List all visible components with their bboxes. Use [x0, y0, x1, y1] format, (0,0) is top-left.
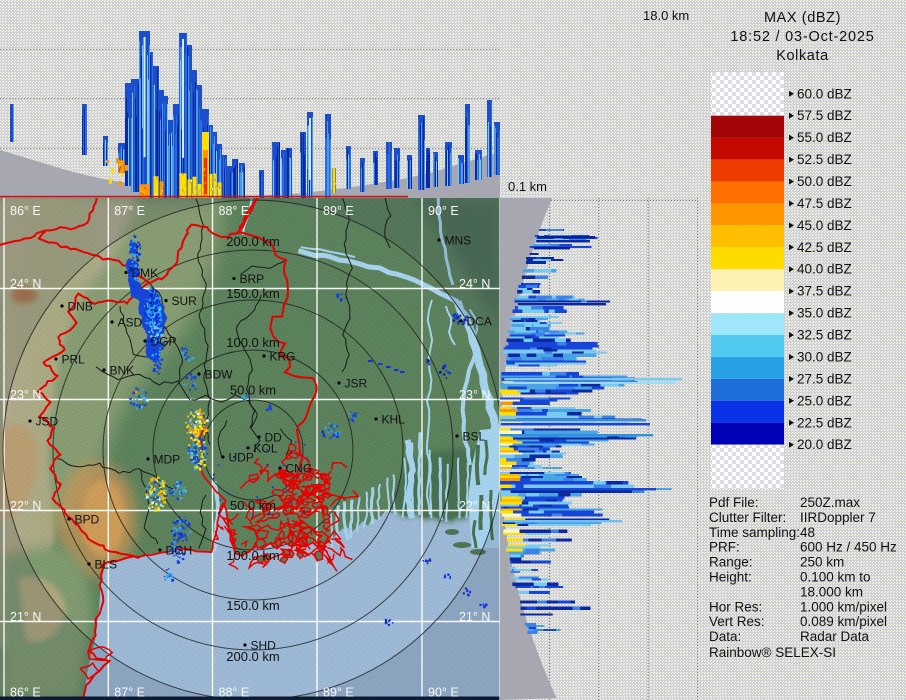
svg-text:200.0 km: 200.0 km [226, 649, 279, 664]
svg-text:BLS: BLS [95, 558, 118, 572]
svg-text:MAX (dBZ): MAX (dBZ) [764, 10, 841, 26]
svg-text:42.5 dBZ: 42.5 dBZ [797, 240, 852, 255]
svg-text:88° E: 88° E [219, 204, 250, 218]
svg-text:DGP: DGP [151, 335, 177, 349]
svg-text:SUR: SUR [172, 294, 198, 308]
svg-text:47.5 dBZ: 47.5 dBZ [797, 196, 852, 211]
svg-text:24° N: 24° N [10, 277, 41, 291]
svg-text:KHL: KHL [382, 413, 406, 427]
svg-text:21° N: 21° N [10, 610, 41, 624]
svg-text:Rainbow® SELEX-SI: Rainbow® SELEX-SI [709, 645, 836, 660]
svg-text:27.5 dBZ: 27.5 dBZ [797, 371, 852, 386]
svg-text:Data:: Data: [709, 629, 741, 644]
svg-text:30.0 dBZ: 30.0 dBZ [797, 350, 852, 365]
svg-text:DCA: DCA [467, 315, 492, 329]
svg-text:JSR: JSR [345, 377, 368, 391]
svg-text:48: 48 [800, 525, 815, 540]
svg-text:BNK: BNK [110, 364, 135, 378]
svg-text:37.5 dBZ: 37.5 dBZ [797, 284, 852, 299]
svg-text:86° E: 86° E [10, 204, 41, 218]
svg-text:57.5 dBZ: 57.5 dBZ [797, 108, 852, 123]
svg-text:50.0 dBZ: 50.0 dBZ [797, 174, 852, 189]
svg-text:PRF:: PRF: [709, 540, 740, 555]
svg-text:KOL: KOL [254, 442, 278, 456]
svg-text:Clutter Filter:: Clutter Filter: [709, 510, 786, 525]
svg-text:25.0 dBZ: 25.0 dBZ [797, 393, 852, 408]
svg-text:21° N: 21° N [459, 610, 490, 624]
svg-text:50.0 km: 50.0 km [230, 383, 276, 398]
svg-text:BPD: BPD [75, 513, 100, 527]
svg-text:87° E: 87° E [114, 204, 145, 218]
svg-text:MNS: MNS [445, 234, 472, 248]
svg-text:DD: DD [265, 431, 283, 445]
svg-text:40.0 dBZ: 40.0 dBZ [797, 262, 852, 277]
svg-text:18:52 / 03-Oct-2025: 18:52 / 03-Oct-2025 [730, 29, 874, 45]
svg-text:BSL: BSL [463, 430, 486, 444]
svg-text:DNB: DNB [68, 300, 93, 314]
svg-text:0.100 km to: 0.100 km to [800, 570, 871, 585]
svg-text:Height:: Height: [709, 570, 752, 585]
svg-text:0.089 km/pixel: 0.089 km/pixel [800, 614, 887, 629]
svg-text:Time sampling:: Time sampling: [709, 525, 800, 540]
svg-text:0.1 km: 0.1 km [508, 179, 547, 194]
svg-text:PRL: PRL [62, 353, 86, 367]
svg-text:150.0 km: 150.0 km [226, 598, 279, 613]
svg-text:87° E: 87° E [114, 686, 145, 700]
svg-text:18.000 km: 18.000 km [800, 584, 863, 599]
svg-text:JSD: JSD [36, 415, 59, 429]
svg-text:89° E: 89° E [323, 204, 354, 218]
svg-text:UDP: UDP [229, 451, 254, 465]
svg-text:KRG: KRG [270, 350, 296, 364]
svg-text:32.5 dBZ: 32.5 dBZ [797, 328, 852, 343]
svg-text:23° N: 23° N [459, 388, 490, 402]
svg-text:Hor Res:: Hor Res: [709, 599, 762, 614]
svg-text:Radar Data: Radar Data [800, 629, 870, 644]
svg-text:89° E: 89° E [323, 686, 354, 700]
svg-text:DMK: DMK [132, 266, 159, 280]
svg-text:100.0 km: 100.0 km [226, 548, 279, 563]
svg-text:52.5 dBZ: 52.5 dBZ [797, 152, 852, 167]
svg-text:50.0 km: 50.0 km [230, 498, 276, 513]
svg-text:45.0 dBZ: 45.0 dBZ [797, 218, 852, 233]
svg-text:200.0 km: 200.0 km [226, 234, 279, 249]
svg-text:35.0 dBZ: 35.0 dBZ [797, 306, 852, 321]
svg-text:100.0 km: 100.0 km [226, 335, 279, 350]
svg-text:55.0 dBZ: 55.0 dBZ [797, 130, 852, 145]
svg-text:86° E: 86° E [10, 686, 41, 700]
svg-text:CNG: CNG [286, 462, 313, 476]
svg-text:IIRDoppler 7: IIRDoppler 7 [800, 510, 876, 525]
svg-text:Pdf File:: Pdf File: [709, 495, 759, 510]
svg-text:1.000 km/pixel: 1.000 km/pixel [800, 599, 887, 614]
svg-text:90° E: 90° E [428, 686, 459, 700]
svg-text:22.5 dBZ: 22.5 dBZ [797, 415, 852, 430]
svg-text:22° N: 22° N [459, 499, 490, 513]
svg-text:250 km: 250 km [800, 555, 844, 570]
svg-text:60.0 dBZ: 60.0 dBZ [797, 86, 852, 101]
svg-text:250Z.max: 250Z.max [800, 495, 860, 510]
svg-text:88° E: 88° E [219, 686, 250, 700]
svg-text:MDP: MDP [154, 453, 181, 467]
svg-text:Kolkata: Kolkata [776, 48, 829, 64]
svg-text:90° E: 90° E [428, 204, 459, 218]
svg-text:18.0 km: 18.0 km [643, 8, 689, 23]
svg-text:BDW: BDW [205, 368, 234, 382]
svg-text:600 Hz / 450 Hz: 600 Hz / 450 Hz [800, 540, 897, 555]
svg-text:24° N: 24° N [459, 277, 490, 291]
svg-text:Range:: Range: [709, 555, 753, 570]
svg-text:SHD: SHD [251, 639, 277, 653]
svg-text:22° N: 22° N [10, 499, 41, 513]
svg-text:BRP: BRP [240, 272, 265, 286]
svg-text:DGH: DGH [166, 544, 193, 558]
svg-text:23° N: 23° N [10, 388, 41, 402]
svg-text:Vert Res:: Vert Res: [709, 614, 765, 629]
svg-text:150.0 km: 150.0 km [226, 286, 279, 301]
svg-text:20.0 dBZ: 20.0 dBZ [797, 437, 852, 452]
svg-text:ASD: ASD [118, 316, 143, 330]
